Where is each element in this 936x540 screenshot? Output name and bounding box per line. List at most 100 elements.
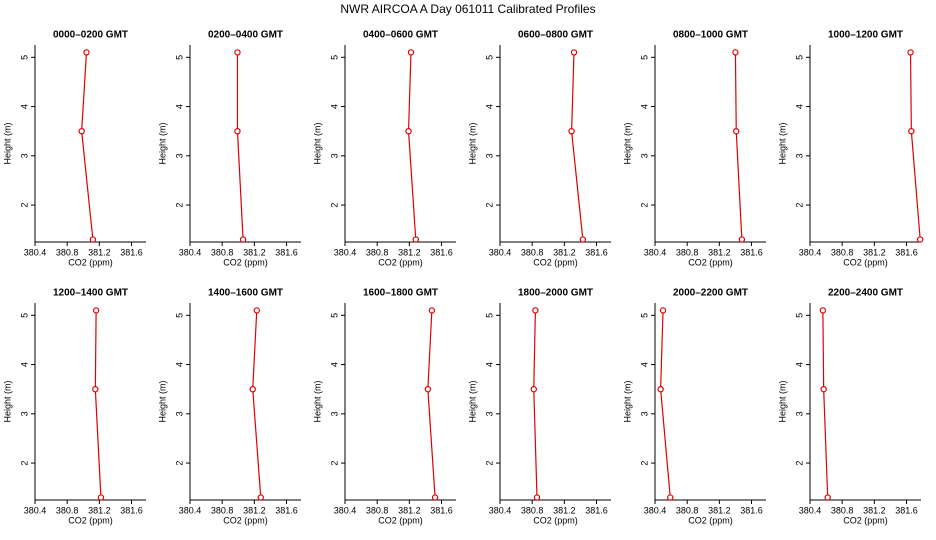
profile-line	[427, 310, 436, 498]
x-tick-label: 381.2	[553, 247, 576, 257]
y-axis-label: Height (m)	[157, 122, 167, 164]
y-tick-label: 5	[174, 55, 184, 60]
y-tick-label: 4	[639, 362, 649, 367]
x-axis-label: CO2 (ppm)	[378, 257, 423, 267]
y-axis-label: Height (m)	[157, 380, 167, 422]
panel-title: 0800–1000 GMT	[673, 30, 748, 41]
x-tick-label: 381.2	[708, 247, 731, 257]
y-tick-label: 4	[174, 362, 184, 367]
y-tick-label: 2	[484, 203, 494, 208]
profile-point	[820, 385, 827, 393]
y-tick-label: 4	[794, 104, 804, 109]
profile-point	[579, 236, 587, 243]
profile-point	[659, 307, 667, 314]
y-tick-label: 2	[174, 461, 184, 466]
panel-title: 1000–1200 GMT	[828, 30, 903, 41]
panel-title: 0000–0200 GMT	[53, 30, 128, 41]
profile-point	[78, 127, 85, 135]
x-tick-label: 380.4	[24, 505, 47, 515]
page-title: NWR AIRCOA A Day 061011 Calibrated Profi…	[340, 2, 595, 16]
profile-point	[733, 127, 740, 135]
panel-title: 0400–0600 GMT	[363, 30, 438, 41]
x-axis-label: CO2 (ppm)	[68, 257, 113, 267]
x-tick-label: 381.2	[708, 505, 731, 515]
x-tick-label: 380.4	[489, 505, 512, 515]
y-tick-label: 4	[484, 362, 494, 367]
x-axis-label: CO2 (ppm)	[378, 515, 423, 525]
x-tick-label: 380.4	[179, 505, 202, 515]
profile-point	[407, 49, 415, 56]
y-tick-label: 4	[794, 362, 804, 367]
x-tick-label: 380.8	[831, 505, 854, 515]
x-tick-label: 380.4	[799, 247, 822, 257]
y-tick-label: 2	[794, 461, 804, 466]
y-tick-label: 3	[639, 153, 649, 158]
profile-point	[431, 494, 439, 501]
panel-title: 2000–2200 GMT	[673, 288, 748, 299]
profile-point	[412, 236, 419, 243]
x-tick-label: 381.6	[740, 505, 763, 515]
profile-point	[667, 494, 674, 501]
profile-line	[570, 52, 584, 240]
y-tick-label: 2	[484, 461, 494, 466]
x-tick-label: 380.4	[334, 247, 357, 257]
y-tick-label: 3	[794, 411, 804, 416]
y-tick-label: 2	[19, 461, 29, 466]
profile-point	[92, 385, 99, 393]
profile-point	[253, 307, 260, 314]
profile-point	[92, 307, 100, 314]
profile-point	[908, 127, 915, 135]
profile-line	[94, 310, 102, 498]
y-tick-label: 3	[19, 411, 29, 416]
profile-point	[249, 385, 256, 393]
x-tick-label: 380.8	[56, 247, 79, 257]
profile-point	[424, 385, 432, 393]
y-tick-label: 5	[639, 55, 649, 60]
y-axis-label: Height (m)	[777, 380, 787, 422]
y-tick-label: 2	[329, 461, 339, 466]
y-axis-label: Height (m)	[622, 122, 632, 164]
x-tick-label: 380.8	[676, 247, 699, 257]
y-tick-label: 5	[794, 313, 804, 318]
profile-point	[234, 127, 241, 135]
x-axis-label: CO2 (ppm)	[843, 257, 888, 267]
x-axis-label: CO2 (ppm)	[223, 515, 268, 525]
x-tick-label: 381.6	[275, 247, 298, 257]
y-tick-label: 5	[794, 55, 804, 60]
panel-title: 0200–0400 GMT	[208, 30, 283, 41]
x-tick-label: 380.4	[24, 247, 47, 257]
x-tick-label: 380.4	[644, 505, 667, 515]
y-tick-label: 2	[329, 203, 339, 208]
x-axis-label: CO2 (ppm)	[688, 515, 733, 525]
profile-point	[97, 494, 105, 501]
x-tick-label: 381.2	[88, 505, 111, 515]
x-axis-label: CO2 (ppm)	[688, 257, 733, 267]
y-tick-label: 3	[329, 153, 339, 158]
y-axis-label: Height (m)	[2, 122, 12, 164]
profile-point	[239, 236, 247, 243]
x-tick-label: 381.6	[585, 505, 608, 515]
profile-line	[236, 52, 244, 240]
profile-point	[738, 236, 746, 243]
x-tick-label: 380.8	[211, 247, 234, 257]
x-tick-label: 381.2	[553, 505, 576, 515]
x-tick-label: 380.8	[56, 505, 79, 515]
y-axis-label: Height (m)	[467, 122, 477, 164]
panel-title: 1800–2000 GMT	[518, 288, 593, 299]
x-tick-label: 381.2	[863, 247, 886, 257]
y-tick-label: 5	[19, 55, 29, 60]
x-tick-label: 380.8	[831, 247, 854, 257]
x-tick-label: 381.6	[430, 505, 453, 515]
x-tick-label: 380.4	[799, 505, 822, 515]
y-tick-label: 4	[484, 104, 494, 109]
y-tick-label: 5	[484, 55, 494, 60]
x-tick-label: 380.4	[489, 247, 512, 257]
profile-point	[732, 49, 739, 56]
x-tick-label: 381.2	[863, 505, 886, 515]
x-tick-label: 380.8	[366, 247, 389, 257]
x-axis-label: CO2 (ppm)	[843, 515, 888, 525]
profile-point	[83, 49, 90, 56]
profile-point	[916, 236, 924, 243]
profile-point	[819, 307, 827, 314]
profile-point	[428, 307, 436, 314]
